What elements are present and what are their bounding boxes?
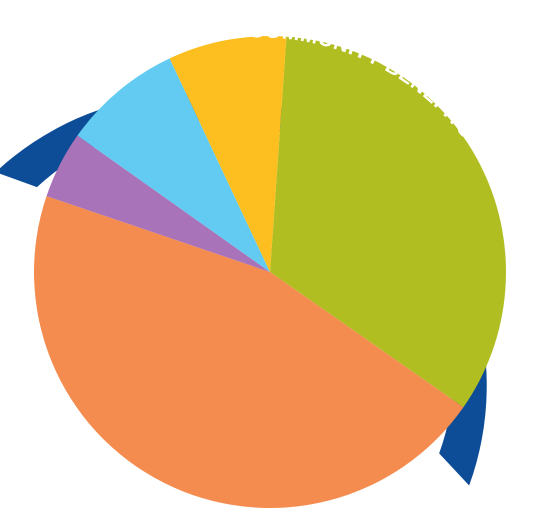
pie-slice-5 — [169, 35, 287, 272]
pie-slice-2 — [34, 196, 464, 508]
title-ring — [0, 93, 487, 486]
pie-slice-1 — [270, 36, 506, 408]
pie-slice-3 — [46, 135, 270, 272]
pie-slice-4 — [77, 58, 270, 272]
title-ring-band — [0, 93, 487, 486]
pie-slices — [34, 35, 506, 508]
